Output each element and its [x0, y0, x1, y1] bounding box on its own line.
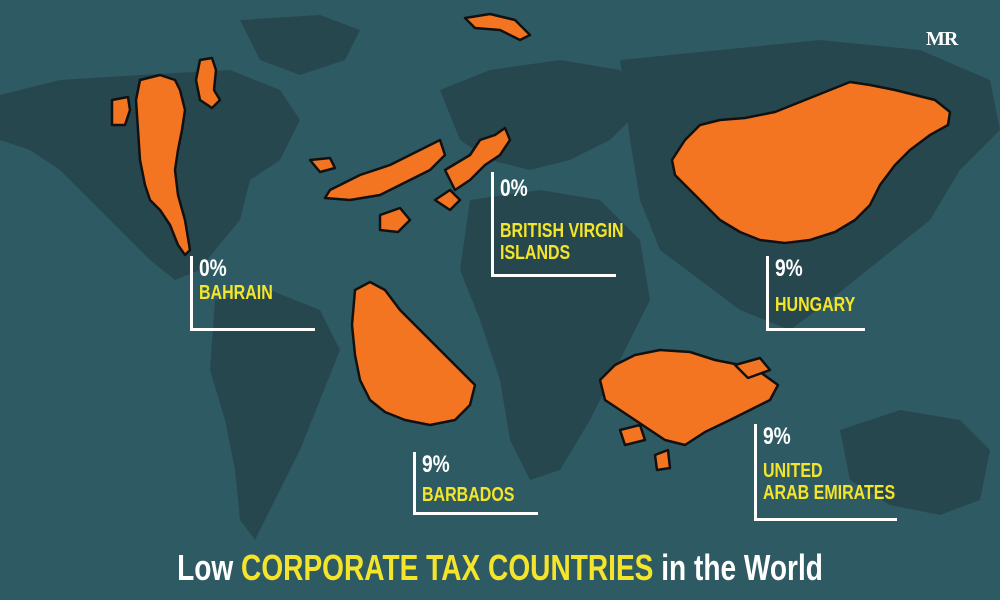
- uae-label-line1: UNITED: [763, 460, 823, 482]
- greenland-silhouette: [240, 15, 360, 75]
- page-title: Low CORPORATE TAX COUNTRIES in the World: [0, 547, 1000, 589]
- south-america-silhouette: [210, 290, 340, 540]
- uae-islet-a: [618, 423, 647, 447]
- barbados-shape: [350, 280, 477, 427]
- bvi-rate: 0%: [500, 175, 528, 202]
- uae-shape: [598, 348, 780, 447]
- uae-islet-b: [653, 448, 672, 472]
- barbados-rate: 9%: [422, 451, 450, 478]
- australia-silhouette: [840, 410, 990, 515]
- callout-barbados: 9% BARBADOS: [413, 452, 538, 515]
- bahrain-islet-north: [194, 56, 222, 110]
- hungary-label: HUNGARY: [775, 294, 856, 316]
- bvi-label-line1: BRITISH VIRGIN: [500, 220, 624, 242]
- hungary-rate: 9%: [775, 255, 803, 282]
- bahrain-shape: [134, 73, 192, 257]
- callout-uae: 9% UNITED ARAB EMIRATES: [754, 424, 897, 521]
- title-prefix: Low: [177, 547, 234, 588]
- hungary-shape: [670, 80, 952, 245]
- barbados-label: BARBADOS: [422, 484, 515, 506]
- bahrain-label: BAHRAIN: [199, 282, 273, 304]
- uae-islet-c: [733, 356, 772, 380]
- uae-rate: 9%: [763, 423, 791, 450]
- africa-silhouette: [460, 190, 650, 480]
- british-virgin-islands-shape: [308, 126, 512, 234]
- callout-bahrain: 0% BAHRAIN: [190, 256, 315, 331]
- title-suffix: in the World: [661, 547, 823, 588]
- bvi-label-line2: ISLANDS: [500, 242, 571, 264]
- bahrain-rate: 0%: [199, 255, 227, 282]
- callout-hungary: 9% HUNGARY: [766, 256, 865, 331]
- uae-label-line2: ARAB EMIRATES: [763, 482, 896, 504]
- callout-bvi: 0% BRITISH VIRGIN ISLANDS: [491, 172, 624, 277]
- bahrain-islet: [110, 95, 132, 127]
- bvi-top-island: [463, 12, 532, 42]
- title-highlight: CORPORATE TAX COUNTRIES: [241, 547, 654, 588]
- brand-logo: MR: [926, 28, 958, 50]
